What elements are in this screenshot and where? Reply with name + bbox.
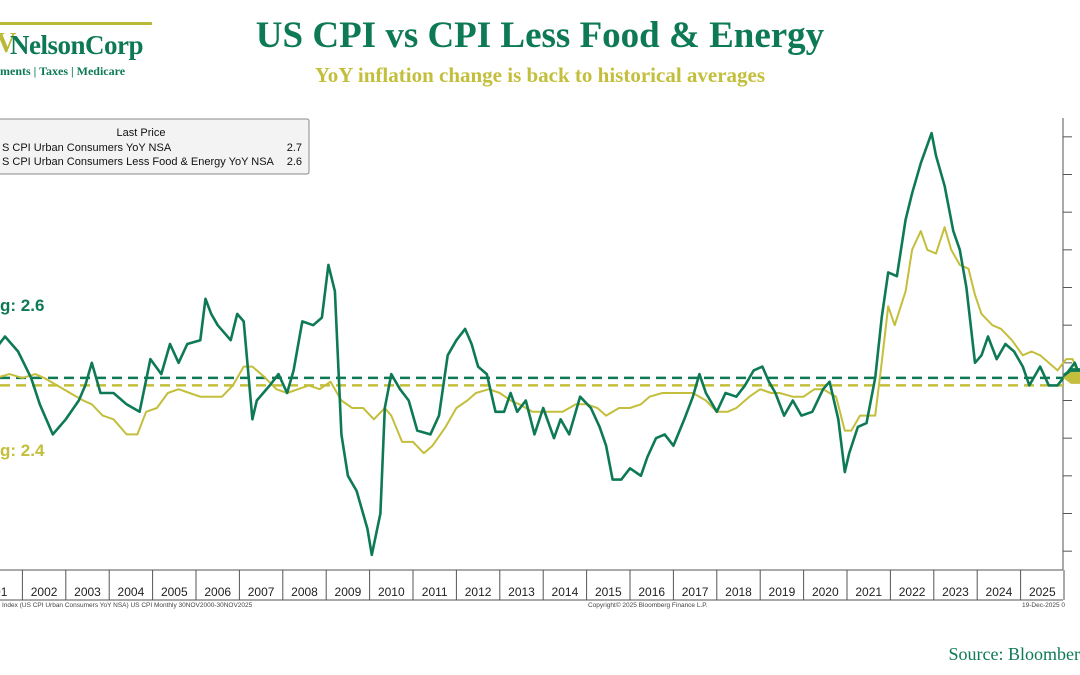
- x-tick-label: 2015: [595, 585, 622, 599]
- logo-mark: V: [0, 28, 17, 59]
- x-tick-label: 2002: [31, 585, 58, 599]
- legend-entry-cpi-last: 2.7: [287, 142, 302, 154]
- x-tick-label: 2010: [378, 585, 405, 599]
- x-tick-label: 2021: [855, 585, 882, 599]
- x-tick-label: 2016: [638, 585, 665, 599]
- logo-name: NelsonCorp: [10, 30, 144, 60]
- x-tick-label: 01: [0, 585, 8, 599]
- x-tick-label: 2011: [422, 585, 448, 599]
- cpi-average-label: g: 2.6: [0, 296, 44, 315]
- x-tick-label: 2024: [986, 585, 1013, 599]
- x-tick-label: 2025: [1029, 585, 1056, 599]
- legend-entry-core-name: S CPI Urban Consumers Less Food & Energy…: [2, 156, 275, 168]
- footnote-date: 19-Dec-2025 0: [1022, 602, 1065, 609]
- logo-tagline: ments | Taxes | Medicare: [0, 64, 126, 78]
- cpi-series-line: [0, 131, 1080, 557]
- x-tick-label: 2007: [248, 585, 275, 599]
- x-tick-label: 2005: [161, 585, 188, 599]
- x-tick-label: 2023: [942, 585, 969, 599]
- y-ticks: [1063, 136, 1072, 552]
- x-ticks: 01 2002 2003 2004 2005 2006 2007 2008 2009 2010 20…: [0, 570, 1065, 600]
- legend-title: Last Price: [117, 127, 166, 139]
- x-tick-label: 2022: [899, 585, 926, 599]
- chart-title: US CPI vs CPI Less Food & Energy: [255, 15, 825, 56]
- legend: Last Price S CPI Urban Consumers YoY NSA…: [0, 118, 310, 175]
- x-tick-label: 2014: [552, 585, 579, 599]
- source-credit: Source: Bloomber: [948, 644, 1080, 664]
- logo-bar: [0, 22, 152, 25]
- footnote-copyright: Copyright© 2025 Bloomberg Finance L.P.: [588, 601, 708, 609]
- core-average-label: g: 2.4: [0, 441, 45, 460]
- x-tick-label: 2006: [204, 585, 231, 599]
- core-cpi-series-line: [0, 226, 1080, 455]
- legend-entry-cpi-name: S CPI Urban Consumers YoY NSA: [2, 142, 172, 154]
- brand-logo: V NelsonCorp ments | Taxes | Medicare: [0, 22, 160, 82]
- x-tick-label: 2019: [769, 585, 796, 599]
- x-tick-label: 2009: [335, 585, 362, 599]
- footnote-left: Index (US CPI Urban Consumers YoY NSA) U…: [2, 602, 253, 609]
- x-tick-label: 2008: [291, 585, 318, 599]
- legend-entry-core-last: 2.6: [287, 156, 302, 168]
- x-tick-label: 2013: [508, 585, 535, 599]
- x-tick-label: 2018: [725, 585, 752, 599]
- chart-subtitle: YoY inflation change is back to historic…: [314, 63, 766, 87]
- x-tick-label: 2017: [682, 585, 709, 599]
- x-tick-label: 2004: [118, 585, 145, 599]
- core-last-value-marker: [1063, 371, 1080, 384]
- x-tick-label: 2003: [74, 585, 101, 599]
- legend-box: [0, 118, 310, 175]
- x-tick-label: 2020: [812, 585, 839, 599]
- x-tick-label: 2012: [465, 585, 492, 599]
